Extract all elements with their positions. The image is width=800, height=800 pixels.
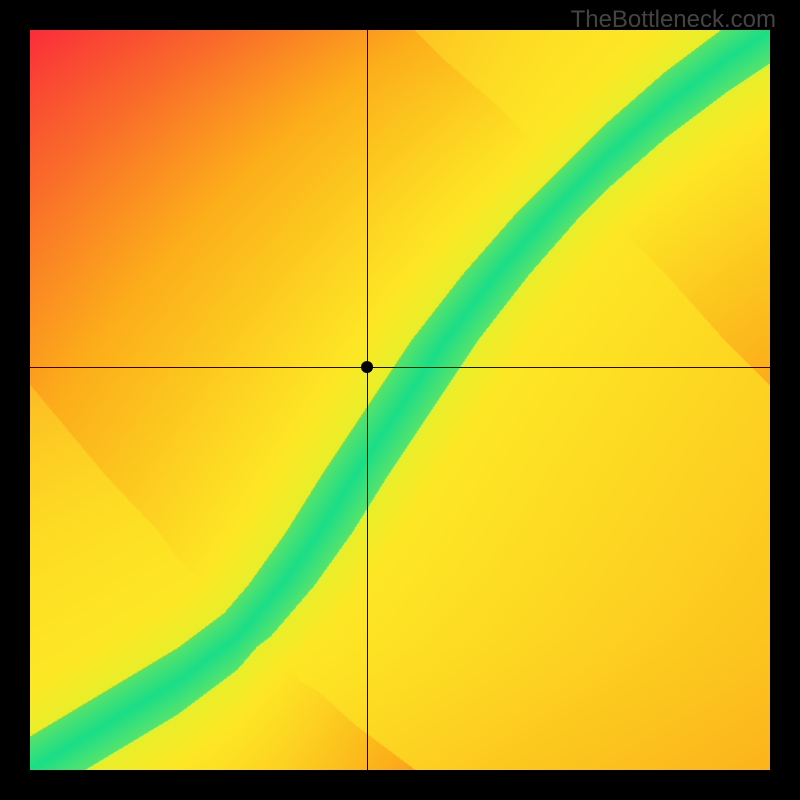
chart-area [30,30,770,770]
crosshair-vertical [367,30,369,770]
crosshair-horizontal [30,367,770,369]
watermark-text: TheBottleneck.com [571,6,776,34]
marker-dot [361,361,373,373]
heatmap-canvas [30,30,770,770]
